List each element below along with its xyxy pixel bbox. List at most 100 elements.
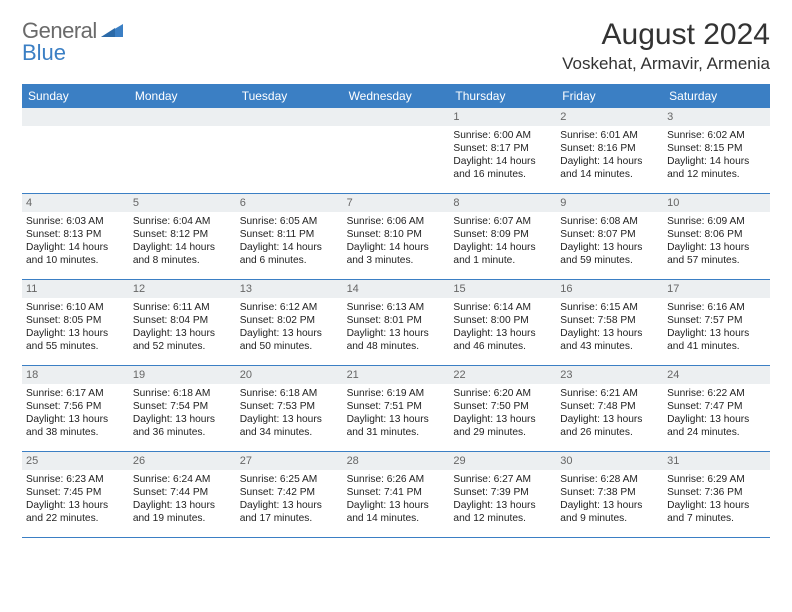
logo-triangle-icon bbox=[101, 21, 123, 42]
calendar-cell-16: 16Sunrise: 6:15 AMSunset: 7:58 PMDayligh… bbox=[556, 280, 663, 366]
daylight-line1: Daylight: 14 hours bbox=[560, 155, 659, 168]
weekday-sunday: Sunday bbox=[22, 84, 129, 108]
day-number: 12 bbox=[129, 280, 236, 298]
sunrise-text: Sunrise: 6:07 AM bbox=[453, 215, 552, 228]
calendar-cell-31: 31Sunrise: 6:29 AMSunset: 7:36 PMDayligh… bbox=[663, 452, 770, 538]
sunset-text: Sunset: 8:12 PM bbox=[133, 228, 232, 241]
sunset-text: Sunset: 7:56 PM bbox=[26, 400, 125, 413]
daylight-line2: and 24 minutes. bbox=[667, 426, 766, 439]
calendar-cell-empty bbox=[343, 108, 450, 194]
daylight-line1: Daylight: 13 hours bbox=[240, 413, 339, 426]
sunset-text: Sunset: 7:42 PM bbox=[240, 486, 339, 499]
daylight-line2: and 19 minutes. bbox=[133, 512, 232, 525]
calendar-cell-20: 20Sunrise: 6:18 AMSunset: 7:53 PMDayligh… bbox=[236, 366, 343, 452]
sunrise-text: Sunrise: 6:04 AM bbox=[133, 215, 232, 228]
day-number: 25 bbox=[22, 452, 129, 470]
sunset-text: Sunset: 7:58 PM bbox=[560, 314, 659, 327]
sunrise-text: Sunrise: 6:02 AM bbox=[667, 129, 766, 142]
sunset-text: Sunset: 8:07 PM bbox=[560, 228, 659, 241]
daylight-line1: Daylight: 13 hours bbox=[26, 413, 125, 426]
day-number bbox=[22, 108, 129, 126]
day-number: 27 bbox=[236, 452, 343, 470]
sunrise-text: Sunrise: 6:26 AM bbox=[347, 473, 446, 486]
sunrise-text: Sunrise: 6:24 AM bbox=[133, 473, 232, 486]
calendar-cell-15: 15Sunrise: 6:14 AMSunset: 8:00 PMDayligh… bbox=[449, 280, 556, 366]
day-number: 22 bbox=[449, 366, 556, 384]
sunset-text: Sunset: 8:17 PM bbox=[453, 142, 552, 155]
daylight-line1: Daylight: 13 hours bbox=[560, 413, 659, 426]
daylight-line1: Daylight: 13 hours bbox=[133, 413, 232, 426]
day-number: 1 bbox=[449, 108, 556, 126]
calendar-cell-19: 19Sunrise: 6:18 AMSunset: 7:54 PMDayligh… bbox=[129, 366, 236, 452]
sunrise-text: Sunrise: 6:15 AM bbox=[560, 301, 659, 314]
day-number: 8 bbox=[449, 194, 556, 212]
title-block: August 2024 Voskehat, Armavir, Armenia bbox=[562, 18, 770, 74]
weekday-wednesday: Wednesday bbox=[343, 84, 450, 108]
weekday-thursday: Thursday bbox=[449, 84, 556, 108]
sunset-text: Sunset: 7:38 PM bbox=[560, 486, 659, 499]
calendar-cell-empty bbox=[22, 108, 129, 194]
sunrise-text: Sunrise: 6:12 AM bbox=[240, 301, 339, 314]
daylight-line2: and 29 minutes. bbox=[453, 426, 552, 439]
daylight-line2: and 50 minutes. bbox=[240, 340, 339, 353]
daylight-line2: and 55 minutes. bbox=[26, 340, 125, 353]
daylight-line2: and 36 minutes. bbox=[133, 426, 232, 439]
sunset-text: Sunset: 7:45 PM bbox=[26, 486, 125, 499]
calendar-cell-24: 24Sunrise: 6:22 AMSunset: 7:47 PMDayligh… bbox=[663, 366, 770, 452]
daylight-line2: and 31 minutes. bbox=[347, 426, 446, 439]
daylight-line2: and 12 minutes. bbox=[667, 168, 766, 181]
day-number: 13 bbox=[236, 280, 343, 298]
calendar-cell-27: 27Sunrise: 6:25 AMSunset: 7:42 PMDayligh… bbox=[236, 452, 343, 538]
daylight-line1: Daylight: 13 hours bbox=[667, 241, 766, 254]
sunset-text: Sunset: 8:00 PM bbox=[453, 314, 552, 327]
daylight-line2: and 34 minutes. bbox=[240, 426, 339, 439]
sunrise-text: Sunrise: 6:08 AM bbox=[560, 215, 659, 228]
calendar-cell-25: 25Sunrise: 6:23 AMSunset: 7:45 PMDayligh… bbox=[22, 452, 129, 538]
sunset-text: Sunset: 7:39 PM bbox=[453, 486, 552, 499]
calendar-cell-30: 30Sunrise: 6:28 AMSunset: 7:38 PMDayligh… bbox=[556, 452, 663, 538]
calendar-cell-2: 2Sunrise: 6:01 AMSunset: 8:16 PMDaylight… bbox=[556, 108, 663, 194]
sunrise-text: Sunrise: 6:21 AM bbox=[560, 387, 659, 400]
sunset-text: Sunset: 8:04 PM bbox=[133, 314, 232, 327]
sunrise-text: Sunrise: 6:16 AM bbox=[667, 301, 766, 314]
sunrise-text: Sunrise: 6:13 AM bbox=[347, 301, 446, 314]
calendar-cell-11: 11Sunrise: 6:10 AMSunset: 8:05 PMDayligh… bbox=[22, 280, 129, 366]
calendar-cell-29: 29Sunrise: 6:27 AMSunset: 7:39 PMDayligh… bbox=[449, 452, 556, 538]
calendar-cell-14: 14Sunrise: 6:13 AMSunset: 8:01 PMDayligh… bbox=[343, 280, 450, 366]
sunset-text: Sunset: 8:05 PM bbox=[26, 314, 125, 327]
calendar-cell-5: 5Sunrise: 6:04 AMSunset: 8:12 PMDaylight… bbox=[129, 194, 236, 280]
calendar-cell-12: 12Sunrise: 6:11 AMSunset: 8:04 PMDayligh… bbox=[129, 280, 236, 366]
sunset-text: Sunset: 8:09 PM bbox=[453, 228, 552, 241]
daylight-line1: Daylight: 13 hours bbox=[453, 499, 552, 512]
sunrise-text: Sunrise: 6:06 AM bbox=[347, 215, 446, 228]
sunset-text: Sunset: 7:36 PM bbox=[667, 486, 766, 499]
day-number: 17 bbox=[663, 280, 770, 298]
sunrise-text: Sunrise: 6:05 AM bbox=[240, 215, 339, 228]
calendar-cell-17: 17Sunrise: 6:16 AMSunset: 7:57 PMDayligh… bbox=[663, 280, 770, 366]
location-text: Voskehat, Armavir, Armenia bbox=[562, 54, 770, 74]
calendar-cell-4: 4Sunrise: 6:03 AMSunset: 8:13 PMDaylight… bbox=[22, 194, 129, 280]
daylight-line2: and 52 minutes. bbox=[133, 340, 232, 353]
weekday-header: Sunday Monday Tuesday Wednesday Thursday… bbox=[22, 84, 770, 108]
day-number: 2 bbox=[556, 108, 663, 126]
calendar-cell-9: 9Sunrise: 6:08 AMSunset: 8:07 PMDaylight… bbox=[556, 194, 663, 280]
daylight-line1: Daylight: 14 hours bbox=[453, 241, 552, 254]
day-number bbox=[129, 108, 236, 126]
sunrise-text: Sunrise: 6:00 AM bbox=[453, 129, 552, 142]
daylight-line2: and 3 minutes. bbox=[347, 254, 446, 267]
day-number: 26 bbox=[129, 452, 236, 470]
daylight-line2: and 57 minutes. bbox=[667, 254, 766, 267]
daylight-line1: Daylight: 14 hours bbox=[667, 155, 766, 168]
day-number: 11 bbox=[22, 280, 129, 298]
daylight-line1: Daylight: 13 hours bbox=[453, 413, 552, 426]
sunrise-text: Sunrise: 6:25 AM bbox=[240, 473, 339, 486]
sunset-text: Sunset: 8:15 PM bbox=[667, 142, 766, 155]
daylight-line2: and 16 minutes. bbox=[453, 168, 552, 181]
sunset-text: Sunset: 8:13 PM bbox=[26, 228, 125, 241]
sunset-text: Sunset: 7:41 PM bbox=[347, 486, 446, 499]
daylight-line2: and 7 minutes. bbox=[667, 512, 766, 525]
daylight-line2: and 26 minutes. bbox=[560, 426, 659, 439]
daylight-line2: and 10 minutes. bbox=[26, 254, 125, 267]
calendar-cell-26: 26Sunrise: 6:24 AMSunset: 7:44 PMDayligh… bbox=[129, 452, 236, 538]
calendar-grid: 1 Sunrise: 6:00 AMSunset: 8:17 PM Daylight… bbox=[22, 108, 770, 538]
